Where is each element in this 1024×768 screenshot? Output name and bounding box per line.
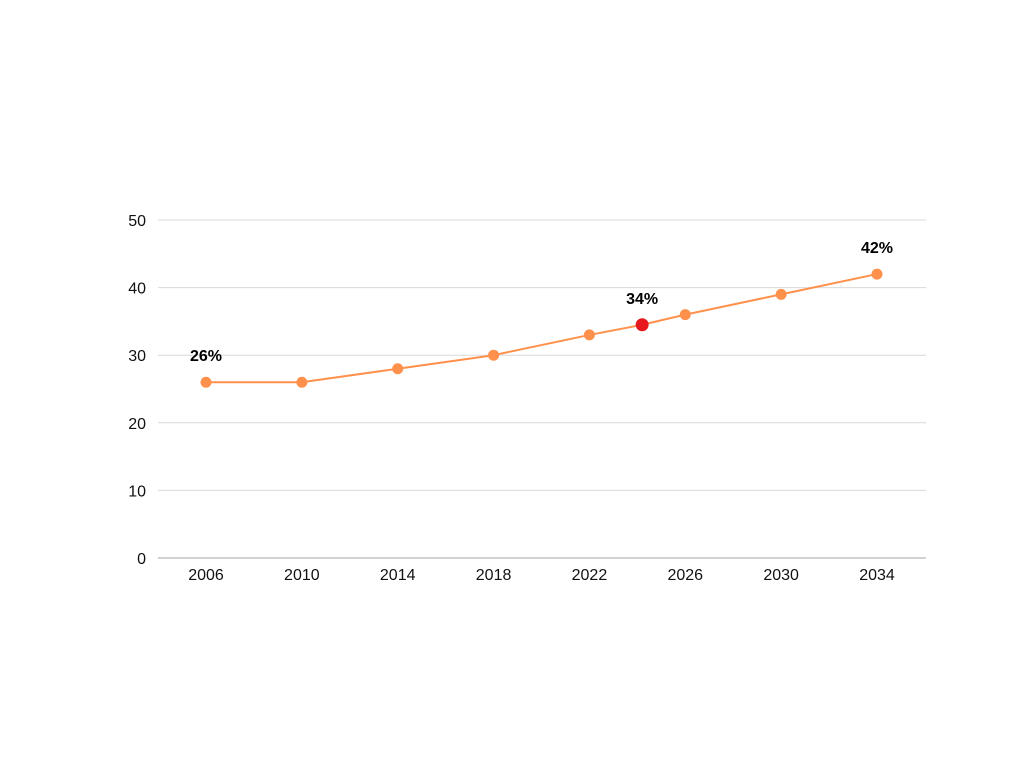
- data-label: 26%: [190, 348, 222, 365]
- y-tick-label: 30: [128, 348, 146, 365]
- y-tick-label: 10: [128, 483, 146, 500]
- data-label: 34%: [626, 291, 658, 308]
- x-tick-label: 2034: [859, 567, 895, 584]
- x-tick-label: 2010: [284, 567, 320, 584]
- data-point: [871, 268, 883, 280]
- highlighted-data-point: [635, 318, 649, 332]
- y-tick-label: 0: [137, 551, 146, 568]
- y-tick-label: 40: [128, 281, 146, 298]
- data-point: [392, 363, 404, 375]
- x-axis-ticks: 2006 2010 2014 2018 2022 2026 2030 2034: [188, 567, 895, 584]
- series-line: [206, 273, 878, 384]
- x-tick-label: 2018: [476, 567, 512, 584]
- grid-layer: [158, 219, 926, 559]
- data-label: 42%: [861, 240, 893, 257]
- data-point: [775, 288, 787, 300]
- y-tick-label: 50: [128, 213, 146, 230]
- data-labels: 26% 34% 42%: [190, 240, 893, 365]
- x-tick-label: 2006: [188, 567, 224, 584]
- data-point: [583, 329, 595, 341]
- y-axis-ticks: 0 10 20 30 40 50: [128, 213, 146, 568]
- series-layer: [206, 273, 878, 384]
- data-point: [200, 376, 212, 388]
- y-tick-label: 20: [128, 416, 146, 433]
- points-layer: [200, 268, 883, 388]
- data-point: [296, 376, 308, 388]
- x-tick-label: 2030: [763, 567, 799, 584]
- x-tick-label: 2026: [667, 567, 703, 584]
- x-tick-label: 2022: [572, 567, 608, 584]
- x-tick-label: 2014: [380, 567, 416, 584]
- data-point: [488, 349, 500, 361]
- data-point: [679, 309, 691, 321]
